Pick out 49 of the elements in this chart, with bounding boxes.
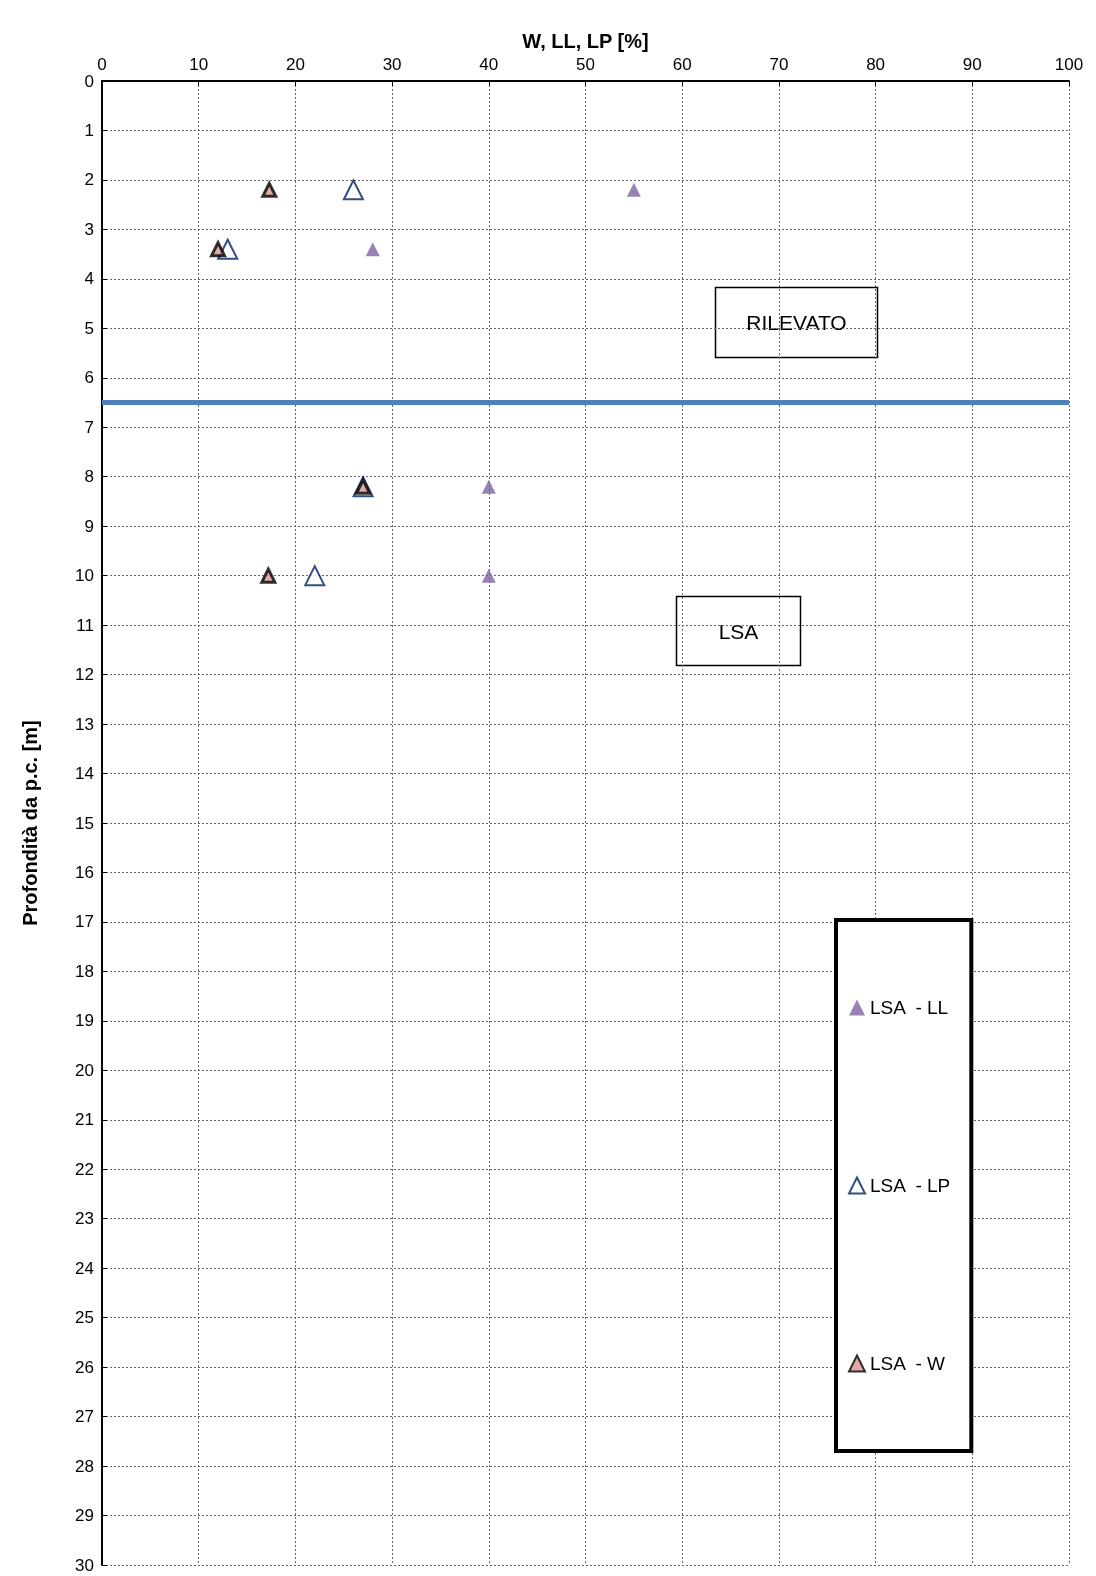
y-tick-label: 5 <box>84 318 94 338</box>
y-tick-label: 10 <box>75 566 94 586</box>
y-tick-label: 1 <box>84 120 94 140</box>
legend-label: LSA - W <box>870 1353 946 1374</box>
y-tick-label: 30 <box>75 1555 94 1575</box>
y-tick-label: 27 <box>75 1407 94 1427</box>
y-tick-label: 4 <box>84 269 94 289</box>
y-tick-label: 3 <box>84 219 94 239</box>
y-tick-label: 29 <box>75 1506 94 1526</box>
x-tick-label: 70 <box>769 55 789 74</box>
y-tick-label: 15 <box>75 813 94 833</box>
y-tick-label: 19 <box>75 1011 94 1031</box>
y-tick-label: 22 <box>75 1159 94 1179</box>
y-tick-label: 2 <box>84 170 94 190</box>
x-tick-label: 20 <box>285 55 305 74</box>
x-tick-label: 90 <box>962 55 982 74</box>
y-tick-label: 9 <box>84 516 94 536</box>
y-tick-label: 13 <box>75 714 94 734</box>
y-axis-title: Profondità da p.c. [m] <box>19 720 41 926</box>
y-tick-label: 26 <box>75 1357 94 1377</box>
y-tick-label: 23 <box>75 1209 94 1229</box>
y-tick-label: 21 <box>75 1110 94 1130</box>
y-tick-label: 25 <box>75 1308 94 1328</box>
x-tick-label: 0 <box>97 55 107 74</box>
y-tick-label: 28 <box>75 1456 94 1476</box>
y-tick-label: 8 <box>84 467 94 487</box>
y-tick-label: 6 <box>84 368 94 388</box>
y-tick-label: 7 <box>84 417 94 437</box>
x-tick-label: 80 <box>866 55 886 74</box>
y-tick-label: 17 <box>75 912 94 932</box>
y-tick-label: 12 <box>75 665 94 685</box>
x-tick-label: 10 <box>189 55 209 74</box>
legend-label: LSA - LL <box>870 997 949 1018</box>
y-tick-label: 24 <box>75 1258 94 1278</box>
x-tick-label: 60 <box>672 55 692 74</box>
y-tick-label: 16 <box>75 862 94 882</box>
x-tick-label: 100 <box>1054 55 1084 74</box>
y-tick-label: 20 <box>75 1060 94 1080</box>
legend-label: LSA - LP <box>870 1175 951 1196</box>
x-tick-label: 50 <box>576 55 595 74</box>
x-tick-label: 30 <box>382 55 402 74</box>
y-tick-label: 18 <box>75 961 94 981</box>
y-tick-label: 0 <box>84 71 94 91</box>
annotation: RILEVATO <box>746 311 847 334</box>
y-tick-label: 14 <box>75 764 94 784</box>
x-axis-title: W, LL, LP [%] <box>522 30 649 52</box>
y-tick-label: 11 <box>76 615 94 635</box>
x-tick-label: 40 <box>479 55 499 74</box>
annotation: LSA <box>718 619 759 643</box>
